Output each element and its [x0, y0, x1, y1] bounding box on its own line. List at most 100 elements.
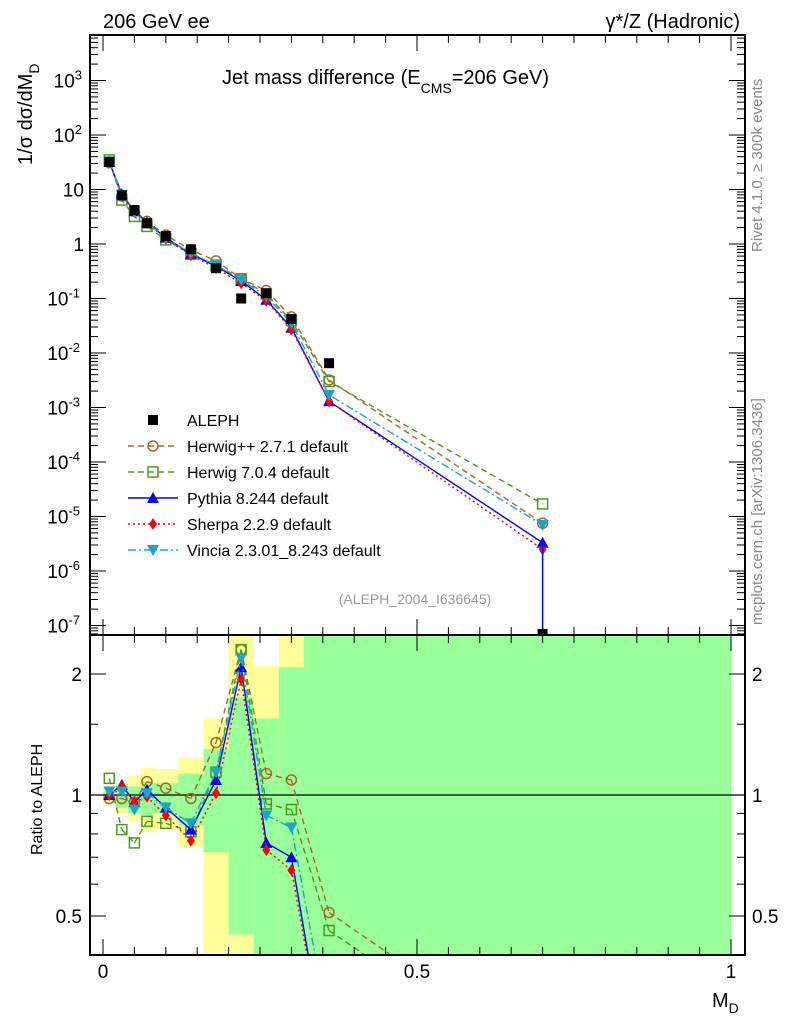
y-tick-label: 10-4 — [47, 449, 80, 474]
ratio-line-segment — [190, 771, 217, 824]
ratio-point — [103, 786, 116, 798]
ratio-point — [103, 772, 116, 785]
ratio-line-segment — [121, 829, 135, 844]
legend-entry: Herwig 7.0.4 default — [128, 465, 330, 482]
y-label-main: 1/σ dσ/dM — [15, 74, 37, 165]
data-point — [536, 498, 549, 510]
tick-exponent: -3 — [68, 395, 80, 410]
data-point — [323, 389, 336, 401]
ratio-point — [237, 673, 246, 686]
legend-entry: Sherpa 2.2.9 default — [128, 517, 332, 534]
ratio-line-segment — [108, 778, 123, 830]
tick-base: 10 — [47, 562, 68, 583]
ratio-line-segment — [165, 807, 192, 824]
ratio-point — [116, 823, 128, 836]
tick-base: 10 — [63, 181, 84, 202]
ratio-point — [141, 815, 153, 828]
x-label-main: M — [712, 990, 729, 1012]
ratio-point — [128, 837, 141, 849]
tick-base: 10 — [47, 399, 68, 420]
aleph-data-point — [261, 288, 272, 299]
legend-label: ALEPH — [187, 413, 239, 430]
band-inner — [253, 718, 279, 955]
series-line — [108, 161, 543, 544]
ratio-point — [140, 788, 153, 800]
y-tick-label: 103 — [54, 68, 82, 93]
ratio-line-segment — [146, 820, 166, 825]
plot-frame — [89, 34, 746, 956]
tick-exponent: -1 — [68, 286, 80, 301]
legend-marker — [147, 466, 159, 478]
y-tick-label: 10-2 — [47, 340, 80, 365]
ratio-point — [210, 736, 222, 749]
ratio-point — [262, 843, 271, 856]
aleph-data-point — [104, 156, 115, 167]
aleph-data-point — [236, 293, 247, 304]
ratio-y-tick-label: 2 — [71, 665, 82, 686]
ratio-point — [260, 836, 273, 848]
ratio-point — [235, 653, 248, 665]
aleph-data-point — [129, 205, 140, 216]
ratio-point — [159, 802, 172, 814]
ratio-line-segment — [265, 849, 292, 871]
data-point — [536, 519, 549, 531]
y-tick-label: 10-7 — [47, 613, 80, 638]
aleph-data-point — [324, 358, 335, 369]
tick-base: 10 — [47, 508, 68, 529]
ratio-point — [287, 864, 296, 877]
legend-label: Pythia 8.244 default — [187, 491, 329, 508]
mcplots-reference-text: mcplots.cern.ch [arXiv:1306.3436] — [749, 398, 766, 625]
legend-label: Vincia 2.3.01_8.243 default — [187, 543, 381, 560]
tick-base: 10 — [54, 72, 75, 93]
legend-entry: Vincia 2.3.01_8.243 default — [128, 543, 381, 560]
y-tick-label: 102 — [54, 122, 82, 147]
ratio-line-segment — [240, 658, 267, 816]
y-tick-label: 10-5 — [47, 504, 80, 529]
ratio-point — [210, 767, 223, 779]
ratio-point — [235, 661, 248, 673]
tick-exponent: -5 — [68, 504, 80, 519]
tick-exponent: 3 — [75, 68, 82, 83]
ratio-point — [161, 809, 170, 822]
tick-exponent: -2 — [68, 340, 80, 355]
ratio-point — [323, 924, 335, 937]
ratio-line-segment — [240, 649, 267, 805]
band-inner — [203, 749, 229, 853]
legend-marker — [147, 545, 159, 556]
ratio-point — [260, 810, 273, 822]
legend-marker — [147, 440, 159, 452]
ratio-y-tick-label-right: 2 — [752, 665, 763, 686]
ratio-line-segment — [328, 929, 364, 955]
rivet-version-text: Rivet 4.1.0, ≥ 300k events — [749, 79, 766, 252]
ratio-line-segment — [290, 779, 330, 913]
data-point — [325, 395, 334, 408]
ratio-y-tick-label: 1 — [71, 786, 82, 807]
ratio-line-segment — [133, 820, 148, 844]
legend-marker — [148, 415, 158, 425]
tick-exponent: -4 — [68, 449, 80, 464]
ratio-line-segment — [215, 667, 242, 781]
ratio-line-segment — [146, 780, 167, 789]
ratio-point — [115, 786, 128, 798]
legend-label: Herwig++ 2.7.1 default — [187, 439, 349, 456]
y-tick-label: 10-6 — [47, 558, 80, 583]
ratio-point — [160, 782, 172, 794]
ratio-y-tick-label: 0.5 — [56, 907, 82, 928]
series-line — [108, 161, 543, 550]
aleph-data-point — [185, 244, 196, 255]
axes: 10310210110-110-210-310-410-510-610-70.5… — [47, 35, 778, 983]
ratio-line-segment — [266, 803, 292, 811]
x-axis-label: MD — [712, 990, 739, 1016]
data-point — [536, 536, 549, 548]
y-tick-label: 10 — [63, 181, 84, 202]
y-axis-label: 1/σ dσ/dMD — [15, 63, 42, 165]
ratio-point — [285, 851, 298, 863]
ratio-line-segment — [190, 742, 217, 799]
legend-marker — [147, 492, 159, 503]
main-series — [103, 154, 549, 635]
x-label-sub: D — [729, 1000, 739, 1016]
legend-marker — [149, 518, 157, 530]
aleph-data-point — [160, 231, 171, 242]
band-inner — [228, 697, 254, 935]
